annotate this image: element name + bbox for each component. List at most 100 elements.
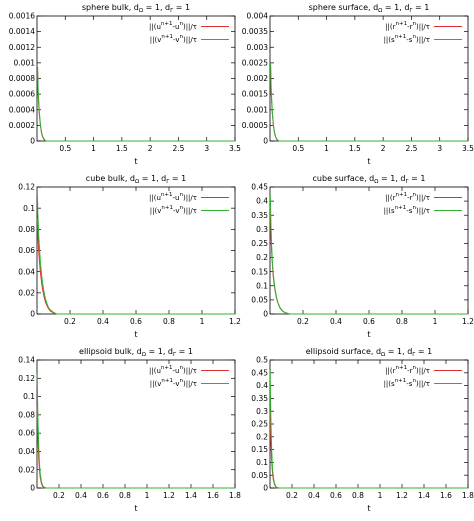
- y-tick-label: 0.2: [256, 432, 268, 441]
- x-tick-label: 0.8: [163, 317, 175, 326]
- legend-superscript: n: [412, 365, 416, 371]
- title-name: cube bulk, d: [86, 174, 135, 183]
- y-tick-label: 0.1: [23, 392, 35, 401]
- y-tick-label: 0.08: [18, 225, 35, 234]
- x-tick-label: 1: [324, 144, 329, 153]
- legend-text: )||/τ: [416, 207, 430, 215]
- legend-label-2: ||(vn+1-vn)||/τ: [150, 378, 197, 388]
- legend-superscript: n+1: [395, 34, 407, 40]
- x-tick-label: 1: [91, 144, 96, 153]
- x-axis-label: t: [134, 157, 137, 166]
- legend-text: )||/τ: [183, 380, 197, 388]
- y-tick-label: 0.15: [251, 445, 268, 454]
- y-tick-label: 0.02: [18, 465, 35, 474]
- legend-text: )||/τ: [183, 36, 197, 44]
- title-subscript-omega: Ω: [139, 8, 143, 14]
- legend-superscript: n+1: [395, 205, 407, 211]
- x-tick-label: 0.2: [53, 491, 65, 500]
- title-subscript-omega: Ω: [378, 8, 382, 14]
- chart-title: ellipsoid bulk, dΩ = 1, dΓ = 1: [79, 347, 193, 358]
- series-line-2: [269, 370, 468, 489]
- y-tick-label: 0.02: [18, 288, 35, 297]
- legend-text: )||/τ: [416, 194, 430, 202]
- plot-frame: [36, 359, 236, 489]
- y-tick-label: 0.4: [256, 197, 268, 206]
- legend-superscript: n+1: [161, 192, 173, 198]
- legend-text: -r: [407, 194, 413, 202]
- legend-text: -r: [407, 23, 413, 31]
- y-tick-label: 0.0016: [9, 12, 35, 21]
- x-tick-label: 2.5: [172, 144, 184, 153]
- legend-superscript: n: [179, 192, 183, 198]
- series-line-2: [269, 195, 468, 315]
- y-tick-label: 0.1: [256, 458, 268, 467]
- legend-text: ||(u: [149, 194, 161, 202]
- legend-label-2: ||(sn+1-sn)||/τ: [384, 205, 430, 215]
- x-axis-label: t: [134, 504, 137, 513]
- legend-superscript: n+1: [395, 21, 407, 27]
- legend-label-2: ||(vn+1-vn)||/τ: [150, 34, 197, 44]
- legend-text: )||/τ: [183, 207, 197, 215]
- x-tick-label: 0.6: [97, 491, 109, 500]
- y-tick-label: 0.0004: [9, 105, 35, 114]
- series-line-1: [270, 65, 468, 142]
- legend-text: ||(r: [385, 23, 395, 31]
- chart-panel-3: 0 0.02 0.04 0.06 0.08 0.1 0.12 0.2 0.4 0.6 0.8 1 1.2…: [18, 174, 241, 339]
- y-tick-label: 0: [30, 310, 35, 319]
- legend-superscript: n: [412, 21, 416, 27]
- y-tick-label: 0.3: [256, 225, 268, 234]
- title-mid: = 1, d: [146, 347, 173, 356]
- legend-superscript: n: [412, 192, 416, 198]
- y-tick-label: 0.04: [18, 267, 35, 276]
- x-tick-label: 0.4: [75, 491, 87, 500]
- y-tick-label: 0.0012: [9, 43, 35, 52]
- legend-text: -r: [407, 367, 413, 375]
- chart-panel-1: 0 0.0002 0.0004 0.0006 0.0008 0.001 0.0012 0.00…: [9, 3, 241, 166]
- y-tick-label: 0.35: [251, 394, 268, 403]
- x-axis-label: t: [367, 504, 370, 513]
- title-end: = 1: [173, 3, 190, 12]
- x-tick-label: 1.2: [462, 317, 474, 326]
- x-tick-label: 1.5: [349, 144, 361, 153]
- x-tick-label: 3: [204, 144, 209, 153]
- title-mid: = 1, d: [385, 347, 412, 356]
- legend-label-2: ||(vn+1-vn)||/τ: [150, 205, 197, 215]
- y-tick-label: 0.2: [256, 253, 268, 262]
- legend-superscript: n+1: [161, 205, 173, 211]
- legend-superscript: n: [179, 205, 183, 211]
- y-tick-label: 0.06: [18, 429, 35, 438]
- legend-superscript: n: [412, 378, 416, 384]
- legend-superscript: n+1: [395, 192, 407, 198]
- x-tick-label: 0.5: [59, 144, 71, 153]
- series-line-1: [36, 218, 235, 315]
- title-mid: = 1, d: [139, 174, 166, 183]
- y-tick-label: 0.05: [251, 471, 268, 480]
- y-tick-label: 0.14: [18, 356, 35, 365]
- title-end: = 1: [169, 174, 186, 183]
- legend-superscript: n: [412, 34, 416, 40]
- legend-text: -u: [173, 23, 180, 31]
- plot-frame: [269, 15, 469, 142]
- title-subscript-gamma: Γ: [170, 8, 174, 14]
- x-tick-label: 0.8: [119, 491, 131, 500]
- y-tick-label: 0.35: [251, 211, 268, 220]
- y-tick-label: 0.25: [251, 239, 268, 248]
- legend-superscript: n: [412, 205, 416, 211]
- x-tick-label: 1.6: [207, 491, 219, 500]
- legend-label-1: ||(un+1-un)||/τ: [149, 365, 197, 375]
- legend-text: )||/τ: [183, 194, 197, 202]
- x-tick-label: 0.2: [64, 317, 76, 326]
- legend-superscript: n: [179, 378, 183, 384]
- y-tick-label: 0.06: [18, 246, 35, 255]
- x-tick-label: 3.5: [229, 144, 241, 153]
- chart-title: sphere bulk, dΩ = 1, dΓ = 1: [82, 3, 190, 14]
- y-tick-label: 0.004: [247, 12, 269, 21]
- y-tick-label: 0.15: [251, 267, 268, 276]
- chart-title: cube bulk, dΩ = 1, dΓ = 1: [86, 174, 186, 185]
- legend-superscript: n: [179, 21, 183, 27]
- title-mid: = 1, d: [378, 174, 405, 183]
- y-tick-label: 0.45: [251, 368, 268, 377]
- chart-title: sphere surface, dΩ = 1, dΓ = 1: [309, 3, 430, 14]
- legend-text: ||(s: [384, 380, 395, 388]
- legend-text: ||(v: [150, 380, 162, 388]
